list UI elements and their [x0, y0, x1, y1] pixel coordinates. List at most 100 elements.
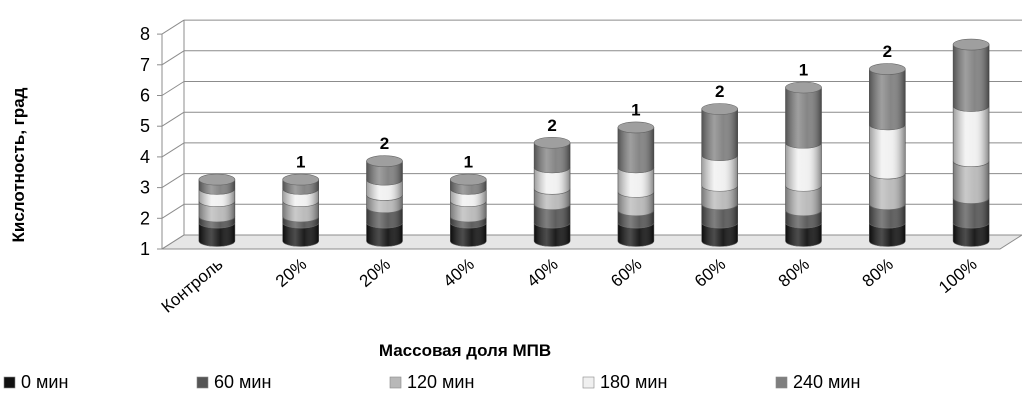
bar-stack [198, 173, 236, 247]
bar-segment-shading [953, 198, 990, 229]
bar-segment-shading [282, 201, 319, 222]
bar-segment-shading [869, 124, 906, 179]
y-tick-label: 4 [140, 147, 150, 167]
bar-segment-shading [785, 87, 822, 149]
bar-annotation: 1 [631, 100, 640, 119]
bar-annotation: 1 [799, 61, 808, 80]
legend-label: 240 мин [793, 372, 860, 390]
legend-swatch [582, 376, 595, 389]
bar-segment-shading [366, 179, 403, 201]
bar-segment-shading [953, 44, 990, 112]
bar-segment-shading [534, 142, 571, 173]
bar-segment-shading [701, 222, 738, 247]
bar-top-cap [952, 38, 990, 51]
bar-segment-shading [785, 142, 822, 192]
y-axis-label: Кислотность, град [9, 87, 28, 242]
bar-segment-shading [366, 194, 403, 213]
bar-stack [533, 136, 571, 247]
bar-segment-shading [366, 222, 403, 247]
bar-top-cap [449, 173, 487, 186]
bar-segment-shading [282, 222, 319, 247]
bar-segment-shading [617, 167, 654, 198]
bar-segment-shading [198, 216, 235, 229]
x-axis-label: Массовая доля МПВ [379, 341, 551, 360]
bar-stack [449, 173, 487, 247]
bar-segment-shading [366, 207, 403, 229]
legend-item: 60 мин [196, 372, 271, 392]
bar-segment-shading [617, 222, 654, 247]
bar-stack [282, 173, 320, 247]
x-tick-label: 100% [935, 255, 981, 298]
legend-swatch [3, 376, 16, 389]
y-tick-label: 6 [140, 86, 150, 106]
bar-segment-shading [198, 179, 235, 195]
bar-annotation: 1 [296, 153, 305, 172]
gridline-side [161, 234, 185, 250]
bar-segment-shading [450, 201, 487, 222]
bar-segment-shading [450, 222, 487, 247]
legend-swatch [775, 376, 788, 389]
legend-item: 240 мин [775, 372, 860, 392]
legend-label: 180 мин [600, 372, 667, 390]
bar-segment-shading [869, 173, 906, 210]
bar-segment-shading [869, 204, 906, 229]
x-tick-label: Контроль [158, 254, 227, 316]
bar-annotation: 2 [883, 42, 892, 61]
x-tick-label: 60% [691, 255, 729, 291]
bar-segment-shading [617, 191, 654, 216]
gridline-side [161, 81, 185, 96]
bar-annotation: 2 [380, 134, 389, 153]
bar-annotation: 2 [547, 116, 556, 135]
bar-segment-shading [617, 210, 654, 229]
bar-segment-shading [450, 188, 487, 207]
bar-segment-shading [701, 204, 738, 229]
gridline-side [161, 173, 185, 189]
bar-segment-shading [534, 188, 571, 210]
bar-top-cap [868, 63, 906, 75]
bar-top-cap [282, 173, 320, 186]
x-tick-label: 80% [775, 255, 813, 291]
bar-segment-shading [953, 105, 990, 167]
legend-label: 60 мин [214, 372, 271, 390]
bar-segment-shading [282, 216, 319, 229]
bar-annotation: 2 [715, 82, 724, 101]
bar-stack [701, 103, 739, 247]
bar-top-cap [701, 103, 739, 115]
bar-segment-shading [617, 127, 654, 173]
bar-top-cap [785, 81, 822, 94]
y-tick-label: 7 [140, 55, 150, 75]
bar-segment-shading [701, 185, 738, 210]
bar-segment-shading [534, 167, 571, 195]
bar-segment-shading [953, 222, 990, 247]
bar-segment-shading [869, 69, 906, 130]
legend-item: 180 мин [582, 372, 667, 392]
bar-segment-shading [198, 188, 235, 207]
x-tick-label: 40% [523, 255, 561, 291]
legend-label: 120 мин [407, 372, 474, 390]
legend-item: 120 мин [389, 372, 474, 392]
legend-item: 0 мин [3, 372, 68, 392]
bar-segment-shading [785, 210, 822, 229]
gridline-side [161, 19, 185, 35]
x-tick-label: 20% [356, 255, 394, 291]
bar-segment-shading [953, 161, 990, 204]
bar-segment-shading [701, 108, 738, 161]
gridline-side [161, 111, 185, 127]
bar-stack [366, 155, 403, 247]
bar-segment-shading [282, 188, 319, 207]
legend-swatch [196, 376, 209, 389]
x-tick-label: 20% [272, 255, 310, 291]
y-tick-label: 3 [140, 178, 150, 198]
legend-swatch [389, 376, 402, 389]
gridline-side [161, 142, 185, 158]
y-tick-label: 1 [140, 239, 150, 259]
gridline-side [161, 50, 185, 66]
bar-segment-shading [534, 204, 571, 229]
bar-top-cap [617, 121, 655, 134]
bar-segment-shading [450, 216, 487, 229]
bar-segment-shading [869, 222, 906, 247]
bar-top-cap [533, 136, 571, 149]
bar-segment-shading [366, 161, 403, 186]
bar-segment-shading [198, 201, 235, 222]
